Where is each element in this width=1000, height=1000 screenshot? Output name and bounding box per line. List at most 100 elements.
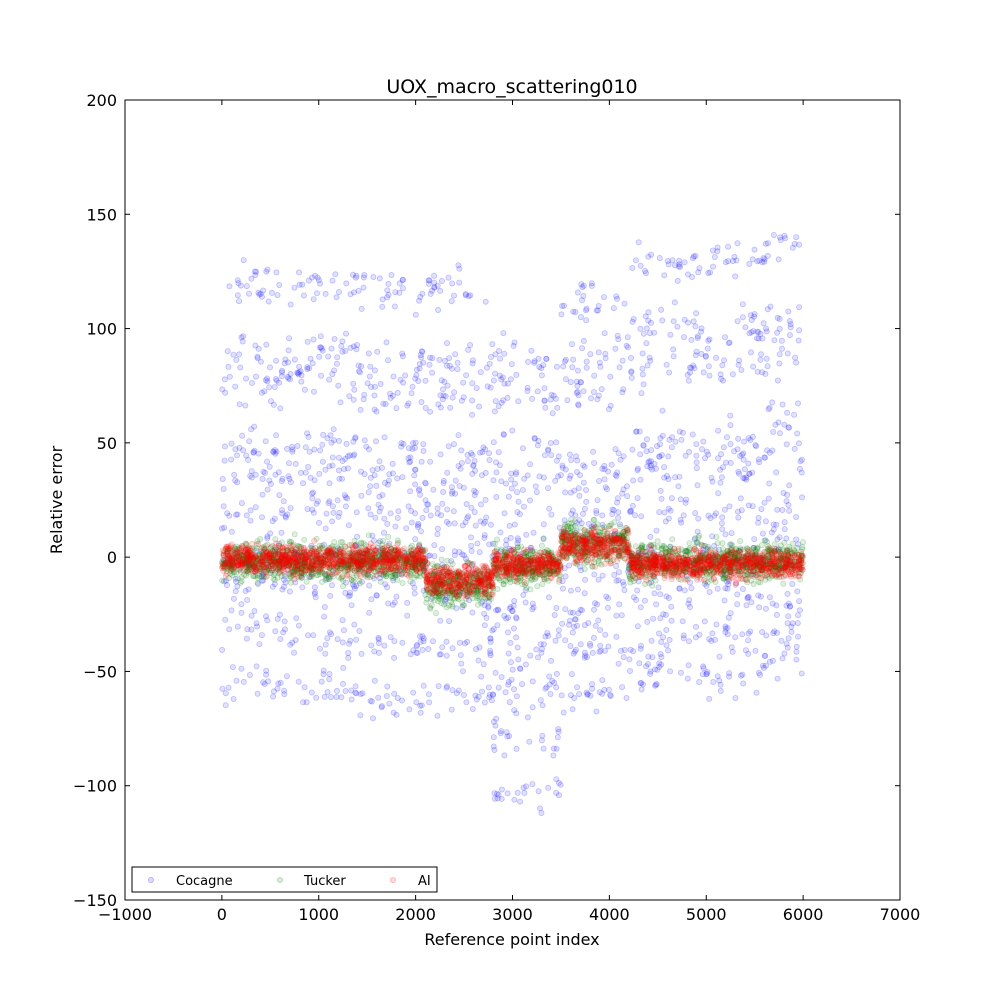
data-point-cocagne: [326, 498, 333, 505]
data-point-cocagne: [264, 266, 271, 273]
data-point-cocagne: [274, 292, 281, 299]
data-point-cocagne: [266, 477, 273, 484]
data-point-cocagne: [776, 325, 783, 332]
data-point-cocagne: [743, 602, 750, 609]
data-point-cocagne: [520, 503, 527, 510]
data-point-cocagne: [630, 477, 637, 484]
data-point-cocagne: [794, 588, 801, 595]
data-point-cocagne: [539, 702, 546, 709]
data-point-cocagne: [422, 497, 429, 504]
data-point-cocagne: [540, 745, 547, 752]
data-point-cocagne: [404, 612, 411, 619]
data-point-cocagne: [430, 486, 437, 493]
data-point-cocagne: [668, 495, 675, 502]
data-point-cocagne: [441, 378, 448, 385]
data-point-cocagne: [509, 666, 516, 673]
data-point-cocagne: [553, 745, 560, 752]
data-point-cocagne: [285, 359, 292, 366]
data-point-cocagne: [598, 386, 605, 393]
data-point-cocagne: [318, 678, 325, 685]
data-point-cocagne: [219, 475, 226, 482]
data-point-cocagne: [665, 647, 672, 654]
data-point-tucker: [238, 574, 245, 581]
data-point-cocagne: [541, 452, 548, 459]
data-point-cocagne: [574, 586, 581, 593]
data-point-cocagne: [431, 284, 438, 291]
data-point-cocagne: [306, 365, 313, 372]
data-point-cocagne: [722, 259, 729, 266]
data-point-cocagne: [660, 634, 667, 641]
data-point-cocagne: [667, 507, 674, 514]
data-point-cocagne: [482, 298, 489, 305]
data-point-cocagne: [541, 397, 548, 404]
data-point-cocagne: [650, 615, 657, 622]
data-point-cocagne: [371, 392, 378, 399]
data-point-cocagne: [454, 366, 461, 373]
data-point-cocagne: [715, 490, 722, 497]
data-point-cocagne: [734, 240, 741, 247]
data-point-cocagne: [233, 578, 240, 585]
data-point-cocagne: [506, 699, 513, 706]
data-point-cocagne: [329, 277, 336, 284]
data-point-cocagne: [333, 294, 340, 301]
data-point-cocagne: [450, 292, 457, 299]
data-point-cocagne: [389, 601, 396, 608]
data-point-cocagne: [670, 318, 677, 325]
data-point-cocagne: [498, 376, 505, 383]
data-point-cocagne: [244, 456, 251, 463]
data-point-cocagne: [416, 542, 423, 549]
data-point-cocagne: [418, 354, 425, 361]
data-point-cocagne: [572, 616, 579, 623]
data-point-cocagne: [309, 360, 316, 367]
data-point-cocagne: [260, 468, 267, 475]
data-point-cocagne: [369, 532, 376, 539]
data-point-cocagne: [326, 676, 333, 683]
data-point-cocagne: [637, 645, 644, 652]
data-point-cocagne: [460, 484, 467, 491]
data-point-cocagne: [350, 396, 357, 403]
data-point-cocagne: [727, 422, 734, 429]
data-point-cocagne: [237, 282, 244, 289]
data-point-cocagne: [231, 471, 238, 478]
data-point-cocagne: [395, 508, 402, 515]
data-point-cocagne: [325, 500, 332, 507]
data-point-tucker: [474, 601, 481, 608]
data-point-cocagne: [281, 618, 288, 625]
data-point-cocagne: [278, 507, 285, 514]
data-point-cocagne: [353, 509, 360, 516]
data-point-cocagne: [702, 455, 709, 462]
data-point-cocagne: [739, 301, 746, 308]
data-point-cocagne: [762, 240, 769, 247]
data-point-cocagne: [732, 273, 739, 280]
data-point-cocagne: [416, 558, 423, 565]
data-point-cocagne: [287, 479, 294, 486]
data-point-cocagne: [734, 318, 741, 325]
data-point-cocagne: [244, 626, 251, 633]
data-point-cocagne: [580, 292, 587, 299]
data-point-cocagne: [409, 440, 416, 447]
data-point-cocagne: [370, 537, 377, 544]
data-point-cocagne: [472, 692, 479, 699]
data-point-cocagne: [727, 440, 734, 447]
data-point-cocagne: [408, 550, 415, 557]
data-point-cocagne: [320, 431, 327, 438]
data-point-cocagne: [317, 372, 324, 379]
data-point-cocagne: [656, 509, 663, 516]
data-point-cocagne: [731, 448, 738, 455]
data-point-cocagne: [252, 373, 259, 380]
data-point-cocagne: [276, 281, 283, 288]
data-point-cocagne: [439, 386, 446, 393]
data-point-cocagne: [596, 689, 603, 696]
data-point-cocagne: [620, 654, 627, 661]
data-point-cocagne: [278, 477, 285, 484]
data-point-tucker: [539, 581, 546, 588]
data-point-cocagne: [793, 643, 800, 650]
data-point-cocagne: [263, 458, 270, 465]
data-point-cocagne: [502, 689, 509, 696]
data-point-cocagne: [786, 603, 793, 610]
data-point-cocagne: [221, 578, 228, 585]
data-point-tucker: [693, 539, 700, 546]
data-point-cocagne: [658, 451, 665, 458]
data-point-cocagne: [580, 510, 587, 517]
data-point-cocagne: [599, 512, 606, 519]
